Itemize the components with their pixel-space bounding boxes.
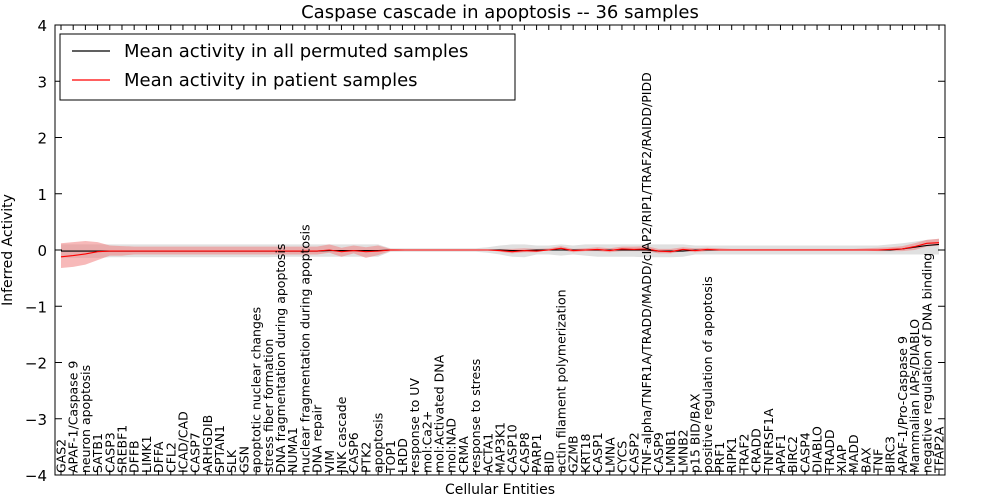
mean-lines-layer bbox=[60, 242, 940, 258]
category-label: GAS2 bbox=[54, 439, 69, 473]
category-label: NUMA1 bbox=[285, 427, 300, 473]
category-label: BID bbox=[541, 451, 556, 473]
category-label: TRAF2 bbox=[736, 433, 751, 474]
category-label: CASP3 bbox=[102, 432, 117, 473]
category-label: TFAP2A bbox=[932, 426, 947, 474]
y-tick-label: 1 bbox=[37, 186, 47, 204]
category-label: TNF bbox=[871, 449, 886, 474]
legend-label-all: Mean activity in all permuted samples bbox=[124, 41, 468, 62]
category-label: GSN bbox=[236, 446, 251, 473]
y-tick-label: −3 bbox=[25, 411, 47, 429]
legend-box bbox=[59, 33, 516, 101]
category-label: LMNB1 bbox=[663, 429, 678, 473]
category-label: CASP8 bbox=[517, 432, 532, 473]
category-label: positive regulation of apoptosis bbox=[700, 276, 715, 473]
category-label: XIAP bbox=[834, 444, 849, 473]
category-label: CASP1 bbox=[590, 432, 605, 473]
y-tick-label: 0 bbox=[37, 242, 47, 260]
category-label: negative regulation of DNA binding bbox=[919, 253, 934, 473]
category-label: apoptotic nuclear changes bbox=[249, 307, 264, 473]
category-label: mol:Activated DNA bbox=[432, 354, 447, 473]
category-label: nuclear fragmentation during apoptosis bbox=[297, 224, 312, 473]
category-label: TRADD bbox=[822, 429, 837, 474]
category-label: CASP4 bbox=[797, 432, 812, 473]
category-label: DFFA bbox=[151, 441, 166, 473]
category-label: JNK cascade bbox=[334, 396, 349, 474]
y-tick-label: 4 bbox=[37, 17, 47, 35]
category-label: response to UV bbox=[407, 378, 422, 473]
category-label: PARP1 bbox=[529, 434, 544, 473]
category-label: MAP3K1 bbox=[493, 422, 508, 473]
category-label: CRMA bbox=[456, 436, 471, 473]
category-label: CASP9 bbox=[651, 432, 666, 473]
category-label: LMNB2 bbox=[675, 429, 690, 473]
category-label: Mammalian IAPs/DIABLO bbox=[907, 319, 922, 473]
category-label: CASP2 bbox=[627, 432, 642, 473]
category-label: VIM bbox=[322, 450, 337, 473]
category-label: SLK bbox=[224, 449, 239, 473]
category-label: CFL2 bbox=[163, 442, 178, 473]
chart-title: Caspase cascade in apoptosis -- 36 sampl… bbox=[301, 2, 699, 23]
category-label: p15 BID/BAX bbox=[688, 393, 703, 473]
category-label: DFFB bbox=[127, 440, 142, 473]
category-label: LIMK1 bbox=[139, 435, 154, 473]
category-label: LMNA bbox=[602, 437, 617, 473]
category-label: KRT18 bbox=[578, 433, 593, 473]
category-label: DNA fragmentation during apoptosis bbox=[273, 244, 288, 473]
category-label: DIABLO bbox=[810, 426, 825, 473]
y-tick-label: 3 bbox=[37, 73, 47, 91]
y-tick-label: −2 bbox=[25, 355, 47, 373]
category-label: CASP10 bbox=[505, 424, 520, 473]
category-label: TNF-alpha/TNFR1A/TRADD/MADD/cIAP2/RIP1/T… bbox=[639, 72, 654, 474]
category-label: TOP1 bbox=[383, 440, 398, 474]
category-label: apoptosis bbox=[371, 413, 386, 473]
category-label: ACTA1 bbox=[480, 433, 495, 473]
category-label: RIPK1 bbox=[724, 437, 739, 473]
category-label: actin filament polymerization bbox=[554, 289, 569, 473]
x-ticks-layer bbox=[60, 25, 940, 475]
x-axis-label: Cellular Entities bbox=[445, 482, 555, 498]
category-label: TNFRSF1A bbox=[761, 408, 776, 474]
category-label: GZMB bbox=[566, 435, 581, 473]
legend: Mean activity in all permuted samples Me… bbox=[59, 33, 516, 101]
category-label: CASP7 bbox=[188, 432, 203, 473]
category-label: LRDD bbox=[395, 438, 410, 473]
category-label: PRF1 bbox=[712, 442, 727, 473]
legend-label-patient: Mean activity in patient samples bbox=[124, 70, 418, 91]
category-label: ICAD/CAD bbox=[175, 411, 190, 473]
category-label: mol:Ca2+ bbox=[419, 411, 434, 473]
y-tick-label: −4 bbox=[25, 467, 47, 485]
category-label: stress fiber formation bbox=[261, 339, 276, 473]
category-label: SATB1 bbox=[90, 433, 105, 473]
category-label: CRADD bbox=[749, 428, 764, 473]
category-label: CYCS bbox=[614, 441, 629, 473]
patient-samples-band-layer bbox=[61, 238, 939, 268]
category-label: APAF1 bbox=[773, 434, 788, 473]
y-ticks-layer: −4 −3 −2 −1 0 1 2 3 4 bbox=[25, 17, 945, 485]
category-label: CASP6 bbox=[346, 432, 361, 473]
category-label: SREBF1 bbox=[115, 425, 130, 473]
category-label: mol:NAD bbox=[444, 418, 459, 473]
y-axis-label: Inferred Activity bbox=[0, 194, 16, 306]
category-label: ARHGDIB bbox=[200, 415, 215, 473]
y-tick-label: −1 bbox=[25, 298, 47, 316]
category-label: DNA repair bbox=[310, 404, 325, 473]
category-label: response to stress bbox=[468, 359, 483, 473]
category-label: APAF-1/Caspase 9 bbox=[66, 361, 81, 473]
patient-samples-band bbox=[61, 238, 939, 268]
category-label: neuron apoptosis bbox=[78, 365, 93, 473]
mean-patient-samples-line bbox=[60, 242, 940, 258]
category-label: BAX bbox=[858, 447, 873, 473]
category-label: BIRC3 bbox=[883, 436, 898, 473]
category-label: SPTAN1 bbox=[212, 425, 227, 473]
category-label: APAF-1/Pro-Caspase 9 bbox=[895, 336, 910, 473]
category-label: PTK2 bbox=[358, 442, 373, 473]
y-tick-label: 2 bbox=[37, 130, 47, 148]
category-label: BIRC2 bbox=[785, 436, 800, 473]
category-label: MADD bbox=[846, 434, 861, 473]
